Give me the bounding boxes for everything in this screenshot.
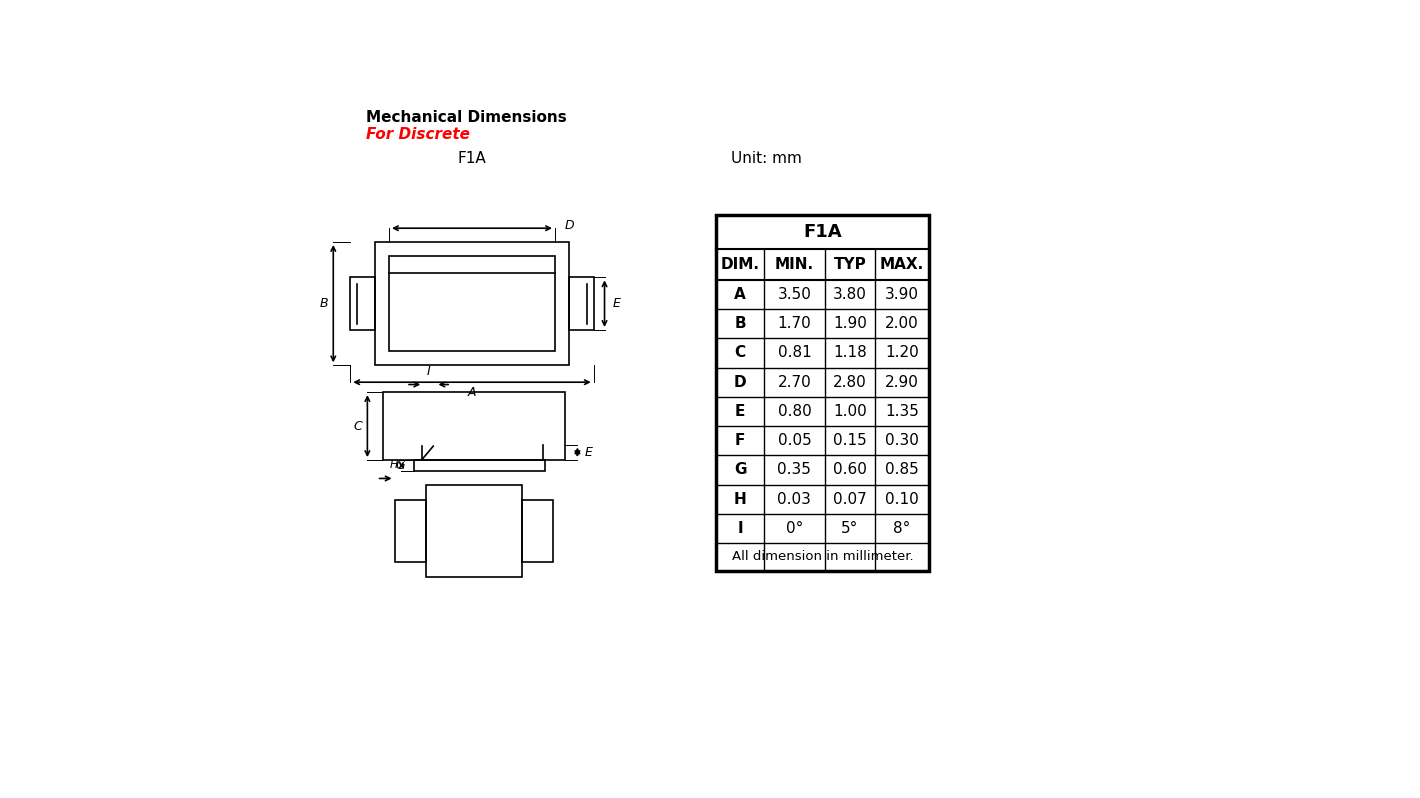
Text: 5°: 5° bbox=[841, 521, 859, 536]
Text: 8°: 8° bbox=[893, 521, 910, 536]
Text: H: H bbox=[734, 492, 747, 507]
Text: B: B bbox=[734, 316, 746, 331]
Bar bbox=[569, 278, 594, 330]
Text: 3.50: 3.50 bbox=[778, 287, 811, 302]
Text: 2.00: 2.00 bbox=[885, 316, 919, 331]
Text: For Discrete: For Discrete bbox=[366, 127, 470, 141]
Bar bbox=[375, 242, 569, 365]
Text: E: E bbox=[585, 446, 594, 459]
Text: 0.05: 0.05 bbox=[778, 433, 811, 448]
Text: MAX.: MAX. bbox=[880, 257, 924, 272]
Text: I: I bbox=[427, 365, 430, 378]
Text: 0°: 0° bbox=[785, 521, 804, 536]
Text: DIM.: DIM. bbox=[721, 257, 760, 272]
Text: 0.30: 0.30 bbox=[885, 433, 919, 448]
Text: All dimension in millimeter.: All dimension in millimeter. bbox=[731, 551, 913, 563]
Text: A: A bbox=[734, 287, 746, 302]
Text: 2.70: 2.70 bbox=[778, 375, 811, 389]
Text: 2.80: 2.80 bbox=[834, 375, 866, 389]
Text: 0.10: 0.10 bbox=[885, 492, 919, 507]
Text: B: B bbox=[320, 297, 328, 310]
Text: Mechanical Dimensions: Mechanical Dimensions bbox=[366, 109, 567, 124]
Text: 0.15: 0.15 bbox=[834, 433, 866, 448]
Text: 3.80: 3.80 bbox=[834, 287, 866, 302]
Bar bbox=[426, 484, 523, 577]
Text: A: A bbox=[467, 386, 476, 400]
Bar bbox=[351, 278, 375, 330]
Text: 1.90: 1.90 bbox=[834, 316, 866, 331]
Text: C: C bbox=[354, 420, 362, 433]
Text: 1.20: 1.20 bbox=[885, 346, 919, 361]
Text: D: D bbox=[734, 375, 747, 389]
Text: F1A: F1A bbox=[804, 223, 842, 241]
Bar bbox=[395, 500, 426, 562]
Text: 0.80: 0.80 bbox=[778, 404, 811, 419]
Text: I: I bbox=[737, 521, 743, 536]
Text: 2.90: 2.90 bbox=[885, 375, 919, 389]
Bar bbox=[413, 460, 545, 471]
Text: D: D bbox=[564, 219, 574, 231]
Text: 0.81: 0.81 bbox=[778, 346, 811, 361]
Text: 1.00: 1.00 bbox=[834, 404, 866, 419]
Bar bbox=[383, 392, 565, 460]
Text: E: E bbox=[736, 404, 746, 419]
Text: 3.90: 3.90 bbox=[885, 287, 919, 302]
Text: Unit: mm: Unit: mm bbox=[731, 151, 802, 166]
Text: F: F bbox=[736, 433, 746, 448]
Bar bbox=[389, 256, 555, 351]
Text: E: E bbox=[612, 297, 621, 310]
Text: 0.85: 0.85 bbox=[885, 463, 919, 477]
Text: 0.60: 0.60 bbox=[834, 463, 866, 477]
Text: G: G bbox=[734, 463, 747, 477]
Text: G: G bbox=[395, 460, 405, 472]
Bar bbox=[716, 215, 929, 571]
Text: TYP: TYP bbox=[834, 257, 866, 272]
Text: H: H bbox=[389, 460, 398, 470]
Text: 0.03: 0.03 bbox=[778, 492, 811, 507]
Text: F1A: F1A bbox=[457, 151, 487, 166]
Text: 1.35: 1.35 bbox=[885, 404, 919, 419]
Text: 0.07: 0.07 bbox=[834, 492, 866, 507]
Text: 0.35: 0.35 bbox=[778, 463, 811, 477]
Text: 1.18: 1.18 bbox=[834, 346, 866, 361]
Text: 1.70: 1.70 bbox=[778, 316, 811, 331]
Bar bbox=[523, 500, 554, 562]
Text: C: C bbox=[734, 346, 746, 361]
Text: MIN.: MIN. bbox=[775, 257, 814, 272]
